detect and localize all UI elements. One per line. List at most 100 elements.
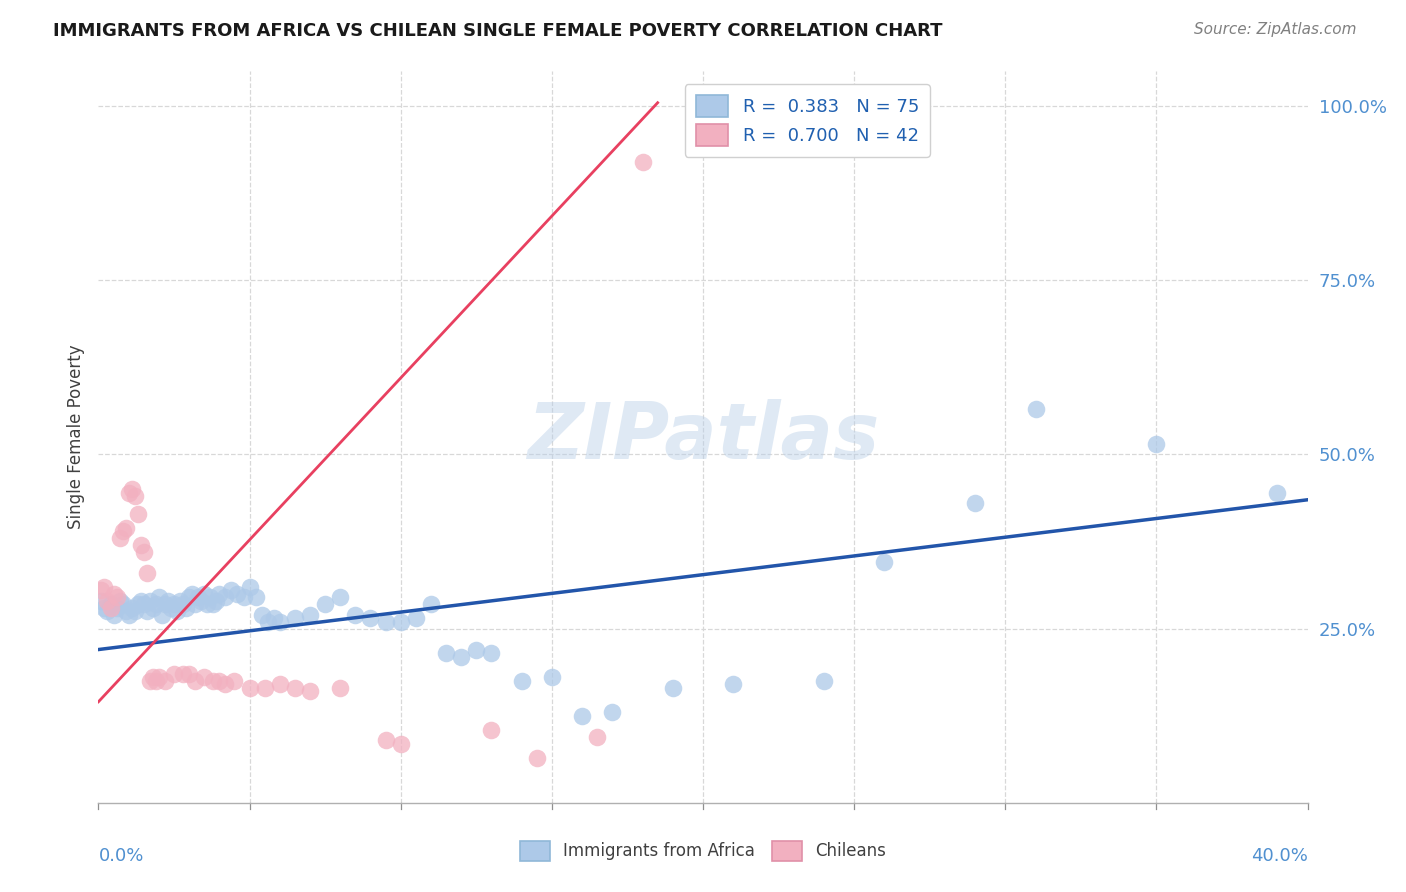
Point: [111, 597, 134, 611]
Point: [434, 646, 457, 660]
Point: [103, 607, 125, 622]
Point: [571, 708, 593, 723]
Point: [163, 667, 186, 681]
Point: [344, 607, 367, 622]
Point: [100, 600, 122, 615]
Point: [239, 681, 262, 695]
Point: [1024, 402, 1046, 417]
Point: [103, 587, 125, 601]
Point: [181, 587, 204, 601]
Point: [631, 155, 654, 169]
Point: [139, 673, 162, 688]
Point: [284, 611, 307, 625]
Point: [1267, 485, 1289, 500]
Point: [150, 607, 173, 622]
Point: [374, 615, 396, 629]
Point: [156, 594, 179, 608]
Point: [284, 681, 307, 695]
Point: [299, 607, 322, 622]
Text: 0.0%: 0.0%: [98, 847, 143, 864]
Point: [329, 591, 352, 605]
Point: [114, 604, 136, 618]
Point: [179, 591, 201, 605]
Point: [239, 580, 262, 594]
Point: [813, 673, 835, 688]
Point: [723, 677, 745, 691]
Text: ZIPatlas: ZIPatlas: [527, 399, 879, 475]
Point: [124, 489, 146, 503]
Point: [142, 670, 165, 684]
Point: [132, 545, 155, 559]
Point: [153, 597, 176, 611]
Point: [148, 670, 170, 684]
Point: [108, 594, 131, 608]
Point: [202, 597, 225, 611]
Text: 40.0%: 40.0%: [1251, 847, 1308, 864]
Point: [187, 591, 209, 605]
Text: IMMIGRANTS FROM AFRICA VS CHILEAN SINGLE FEMALE POVERTY CORRELATION CHART: IMMIGRANTS FROM AFRICA VS CHILEAN SINGLE…: [53, 22, 943, 40]
Point: [329, 681, 352, 695]
Point: [184, 673, 207, 688]
Point: [208, 587, 231, 601]
Point: [172, 667, 194, 681]
Point: [205, 594, 228, 608]
Point: [105, 591, 128, 605]
Point: [114, 521, 136, 535]
Point: [142, 600, 165, 615]
Point: [179, 667, 201, 681]
Point: [360, 611, 382, 625]
Point: [127, 507, 149, 521]
Point: [93, 600, 115, 615]
Point: [269, 615, 291, 629]
Point: [253, 681, 276, 695]
Point: [135, 604, 157, 618]
Point: [661, 681, 683, 695]
Point: [129, 594, 152, 608]
Point: [299, 684, 322, 698]
Point: [90, 583, 112, 598]
Point: [121, 483, 143, 497]
Point: [405, 611, 427, 625]
Point: [96, 604, 118, 618]
Legend: Immigrants from Africa, Chileans: Immigrants from Africa, Chileans: [513, 834, 893, 868]
Point: [873, 556, 896, 570]
Point: [127, 597, 149, 611]
Point: [226, 587, 249, 601]
Point: [232, 591, 254, 605]
Point: [193, 587, 215, 601]
Point: [602, 705, 624, 719]
Point: [269, 677, 291, 691]
Point: [139, 594, 162, 608]
Point: [169, 594, 191, 608]
Point: [93, 580, 115, 594]
Point: [374, 733, 396, 747]
Point: [96, 594, 118, 608]
Point: [540, 670, 562, 684]
Y-axis label: Single Female Poverty: Single Female Poverty: [66, 345, 84, 529]
Point: [132, 597, 155, 611]
Point: [129, 538, 152, 552]
Point: [195, 597, 218, 611]
Point: [245, 591, 267, 605]
Point: [118, 607, 141, 622]
Point: [389, 615, 412, 629]
Point: [208, 673, 231, 688]
Point: [202, 673, 225, 688]
Point: [481, 646, 503, 660]
Point: [166, 604, 188, 618]
Point: [450, 649, 472, 664]
Point: [135, 566, 157, 580]
Point: [111, 524, 134, 538]
Point: [100, 597, 122, 611]
Point: [250, 607, 273, 622]
Point: [153, 673, 176, 688]
Point: [214, 677, 236, 691]
Point: [105, 600, 128, 615]
Point: [190, 594, 212, 608]
Point: [965, 496, 987, 510]
Point: [389, 737, 412, 751]
Point: [160, 600, 183, 615]
Text: Source: ZipAtlas.com: Source: ZipAtlas.com: [1194, 22, 1357, 37]
Point: [224, 673, 246, 688]
Point: [510, 673, 533, 688]
